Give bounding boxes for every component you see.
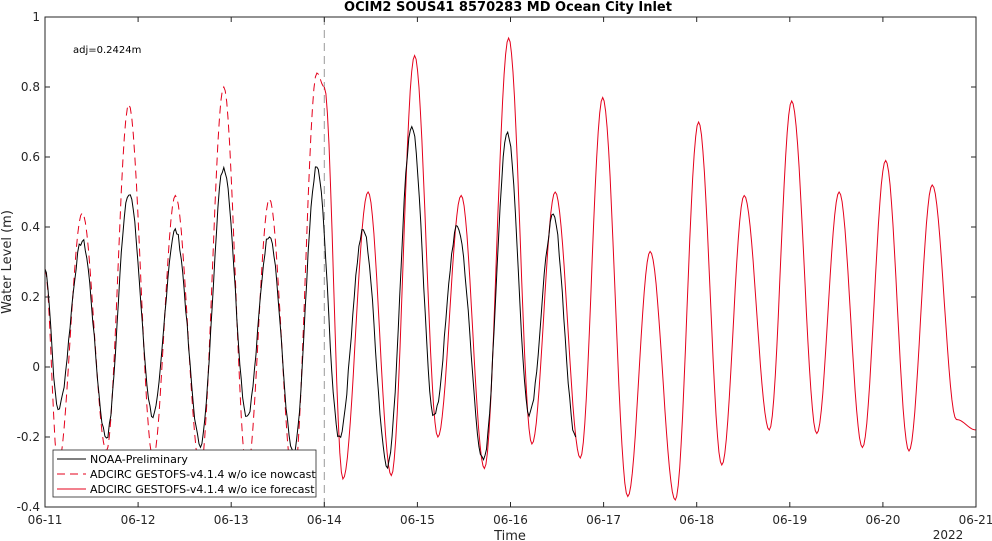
y-axis-title: Water Level (m) (0, 210, 15, 314)
y-tick-label: 1 (32, 10, 40, 24)
x-tick-label: 06-14 (307, 513, 342, 527)
y-tick-label: 0 (32, 360, 40, 374)
x-axis-title: Time (493, 529, 526, 541)
y-tick-label: -0.2 (17, 430, 40, 444)
legend-label-forecast: ADCIRC GESTOFS-v4.1.4 w/o ice forecast (90, 483, 315, 496)
legend: NOAA-Preliminary ADCIRC GESTOFS-v4.1.4 w… (52, 449, 317, 498)
y-tick-label: 0.4 (21, 220, 40, 234)
adjustment-annotation: adj=0.2424m (73, 45, 141, 56)
legend-label-nowcast: ADCIRC GESTOFS-v4.1.4 w/o ice nowcast (90, 468, 316, 481)
y-tick-label: -0.4 (17, 500, 40, 514)
x-tick-label: 06-20 (865, 513, 900, 527)
x-tick-label: 06-21 (959, 513, 992, 527)
chart-title: OCIM2 SOUS41 8570283 MD Ocean City Inlet (344, 0, 672, 15)
axis-layer: -0.4 -0.2 0 0.2 0.4 0.6 0.8 1 06-11 06-12 06-13 06-… (17, 10, 992, 527)
x-tick-label: 06-11 (28, 513, 63, 527)
y-tick-label: 0.2 (21, 290, 40, 304)
series-layer (44, 17, 977, 507)
plot-area (45, 17, 976, 507)
legend-label-observed: NOAA-Preliminary (90, 453, 188, 466)
x-tick-label: 06-12 (121, 513, 156, 527)
y-tick-label: 0.8 (21, 80, 40, 94)
series-line-nowcast (44, 72, 325, 484)
x-tick-label: 06-19 (772, 513, 807, 527)
series-line-forecast (323, 36, 977, 502)
series-line-observed (44, 125, 577, 470)
x-tick-label: 06-17 (586, 513, 621, 527)
legend-box (52, 449, 317, 498)
y-tick-label: 0.6 (21, 150, 40, 164)
x-tick-label: 06-18 (679, 513, 714, 527)
plot-background (45, 17, 976, 507)
x-tick-label: 06-15 (400, 513, 435, 527)
x-axis-year-label: 2022 (933, 528, 964, 541)
x-tick-label: 06-16 (493, 513, 528, 527)
x-tick-label: 06-13 (214, 513, 249, 527)
